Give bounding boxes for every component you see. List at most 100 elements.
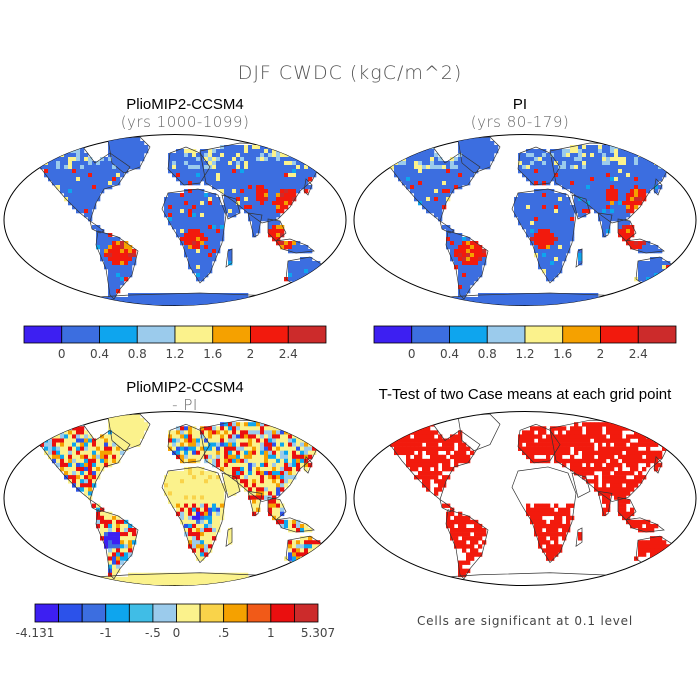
colorbar-tick-label: 1.6 — [203, 347, 222, 361]
colorbar-swatch — [294, 603, 319, 623]
coastline-indonesia — [275, 517, 315, 533]
coastline-japan — [303, 456, 313, 474]
colorbar-tick-label: 0 — [408, 347, 416, 361]
colorbar-tick-label: 0.4 — [440, 347, 459, 361]
panel-3-title: PlioMIP2-CCSM4 — [126, 379, 244, 396]
colorbar-panel-3: -4.131 -1 -.5 0 .5 1 5.307 — [16, 603, 335, 640]
colorbar-tick-label: 0.4 — [90, 347, 109, 361]
colorbar-swatch — [136, 325, 176, 344]
coastline-nz — [683, 559, 691, 573]
coastline-india — [597, 212, 613, 238]
colorbar-swatch — [61, 325, 100, 344]
coastline-indonesia — [275, 238, 315, 254]
colorbar-tick-label: -1 — [100, 626, 112, 640]
coastline-nz — [333, 280, 341, 294]
colorbar-swatch — [58, 603, 83, 623]
coastline-seasia — [267, 497, 287, 521]
coastline-europe — [517, 423, 561, 464]
colorbar-swatch — [637, 325, 677, 344]
coastline-arabia — [571, 194, 591, 220]
colorbar-swatch — [562, 325, 601, 344]
coastline-greenland — [457, 413, 501, 452]
coastline-africa — [511, 466, 577, 564]
colorbar-swatch — [99, 325, 138, 344]
coastline-arabia — [221, 194, 241, 220]
coastline-india — [597, 490, 613, 517]
coastline-africa — [161, 188, 227, 284]
colorbar-tick-label: 2.4 — [629, 347, 648, 361]
coastline-madagascar — [575, 527, 583, 548]
colorbar-tick-label: 1.2 — [165, 347, 184, 361]
coastline-europe — [167, 146, 211, 186]
colorbar-tick-label: 1.6 — [553, 347, 572, 361]
map-panel-2 — [353, 134, 697, 306]
colorbar-tick-label: 0.8 — [478, 347, 497, 361]
colorbar-swatch — [176, 603, 201, 623]
coastline-samerica — [95, 230, 139, 300]
colorbar-swatch — [250, 325, 289, 344]
coastline-madagascar — [575, 248, 583, 268]
colorbar-tick-label: 1.2 — [515, 347, 534, 361]
coastline-samerica — [95, 509, 139, 580]
significance-note: Cells are significant at 0.1 level — [416, 614, 633, 628]
coastline-africa — [161, 466, 227, 564]
coastline-greenland — [107, 413, 151, 452]
colorbar-swatch — [128, 603, 154, 623]
coastline-nz — [683, 280, 691, 294]
coastline-japan — [653, 178, 663, 196]
colorbar-tick-label: 2.4 — [279, 347, 298, 361]
coastline-indonesia — [625, 238, 665, 254]
panel-2-subtitle: (yrs 80-179) — [470, 113, 570, 131]
colorbar-swatch — [270, 603, 295, 623]
coastline-seasia — [267, 218, 287, 242]
colorbar-swatch — [212, 325, 251, 344]
map-panel-1 — [3, 134, 347, 306]
colorbar-swatch — [152, 603, 177, 623]
coastline-greenland — [457, 136, 501, 174]
colorbar-tick-label: -.5 — [145, 626, 161, 640]
coastline-greenland — [107, 136, 151, 174]
colorbar-swatch — [373, 325, 413, 344]
coastline-japan — [653, 456, 663, 474]
panel-1-title: PlioMIP2-CCSM4 — [126, 96, 244, 113]
coastline-nz — [333, 559, 341, 573]
coastline-samerica — [445, 509, 489, 580]
map-land-cells — [378, 422, 691, 578]
colorbar-tick-label: 5.307 — [301, 626, 335, 640]
coastline-arabia — [221, 472, 241, 498]
panel-2-title: PI — [512, 96, 528, 113]
colorbar-swatch — [246, 603, 272, 623]
coastline-japan — [303, 178, 313, 196]
coastline-europe — [517, 146, 561, 186]
colorbar-tick-label: .5 — [218, 626, 229, 640]
coastline-arabia — [571, 472, 591, 498]
map-panel-3 — [3, 411, 347, 586]
panel-1-subtitle: (yrs 1000-1099) — [120, 113, 250, 131]
colorbar-swatch — [287, 325, 327, 344]
colorbar-swatch — [34, 603, 59, 623]
colorbar-swatch — [174, 325, 214, 344]
map-panel-4 — [353, 411, 697, 586]
colorbar-swatch — [449, 325, 488, 344]
colorbar-panel-2: 0 0.4 0.8 1.2 1.6 2 2.4 — [373, 325, 677, 361]
coastline-seasia — [617, 497, 637, 521]
coastline-india — [247, 212, 263, 238]
colorbar-swatch — [199, 603, 225, 623]
colorbar-swatch — [411, 325, 450, 344]
colorbar-swatch — [105, 603, 130, 623]
colorbar-swatch — [486, 325, 526, 344]
colorbar-tick-label: -4.131 — [16, 626, 55, 640]
colorbar-swatch — [23, 325, 63, 344]
colorbar-tick-label: 0.8 — [128, 347, 147, 361]
colorbar-tick-label: 2 — [597, 347, 605, 361]
coastline-europe — [167, 423, 211, 464]
colorbar-tick-label: 0 — [173, 626, 181, 640]
coastline-africa — [511, 188, 577, 284]
figure-title: DJF CWDC (kgC/m^2) — [237, 62, 463, 84]
colorbar-swatch — [600, 325, 639, 344]
colorbar-panel-1: 0 0.4 0.8 1.2 1.6 2 2.4 — [23, 325, 327, 361]
coastline-madagascar — [225, 248, 233, 268]
coastline-samerica — [445, 230, 489, 300]
panel-4-title: T-Test of two Case means at each grid po… — [378, 386, 672, 403]
colorbar-swatch — [223, 603, 248, 623]
